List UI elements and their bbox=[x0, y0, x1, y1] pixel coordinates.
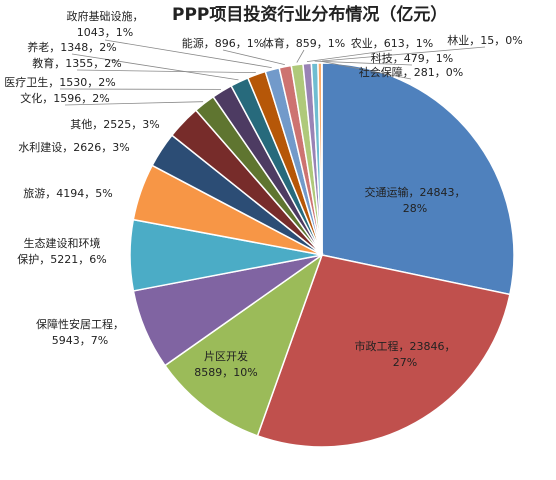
pie-slice bbox=[256, 254, 511, 448]
leader-lines bbox=[59, 39, 486, 106]
data-label: 科技，479，1% bbox=[371, 51, 453, 65]
leader-line bbox=[306, 49, 393, 62]
data-label: 文化，1596，2% bbox=[20, 91, 109, 105]
data-labels: 交通运输，24843， 28% 市政工程，23846， 27% 片区开发 8589，10%… bbox=[4, 9, 522, 379]
leader-line bbox=[321, 46, 486, 62]
data-label: 生态建设和环境保护，5221，6% bbox=[17, 236, 106, 266]
data-label: 政府基础设施， 1043，1% bbox=[67, 9, 144, 39]
data-label: 旅游，4194，5% bbox=[23, 186, 112, 200]
data-label: 养老，1348，2% bbox=[27, 40, 116, 54]
data-label: 交通运输，24843， 28% bbox=[365, 185, 466, 215]
data-label: 水利建设，2626，3% bbox=[18, 140, 129, 154]
data-label: 能源，896，1% bbox=[182, 36, 264, 50]
leader-line bbox=[64, 101, 204, 106]
data-label: 保障性安居工程， 5943，7% bbox=[36, 317, 124, 347]
pie-slices bbox=[129, 62, 515, 448]
data-label: 片区开发 8589，10% bbox=[194, 349, 257, 379]
data-label: 医疗卫生，1530，2% bbox=[4, 75, 115, 89]
data-label: 社会保障，281，0% bbox=[359, 65, 463, 79]
data-label: 市政工程，23846， 27% bbox=[355, 339, 456, 369]
leader-line bbox=[71, 53, 239, 81]
leader-line bbox=[319, 60, 412, 80]
data-label: 教育，1355，2% bbox=[32, 56, 121, 70]
leader-line bbox=[104, 39, 272, 68]
chart-title: PPP项目投资行业分布情况（亿元） bbox=[172, 4, 447, 25]
leader-line bbox=[296, 49, 305, 63]
leader-line bbox=[222, 49, 285, 65]
leader-line bbox=[76, 69, 256, 73]
leader-line bbox=[314, 60, 413, 66]
data-label: 其他，2525，3% bbox=[70, 118, 159, 131]
pie-slice bbox=[321, 62, 515, 296]
data-label: 林业，15，0% bbox=[447, 33, 522, 47]
data-label: 农业，613，1% bbox=[351, 36, 433, 50]
pie-slice bbox=[163, 253, 324, 437]
data-label: 体育，859，1% bbox=[263, 36, 345, 50]
